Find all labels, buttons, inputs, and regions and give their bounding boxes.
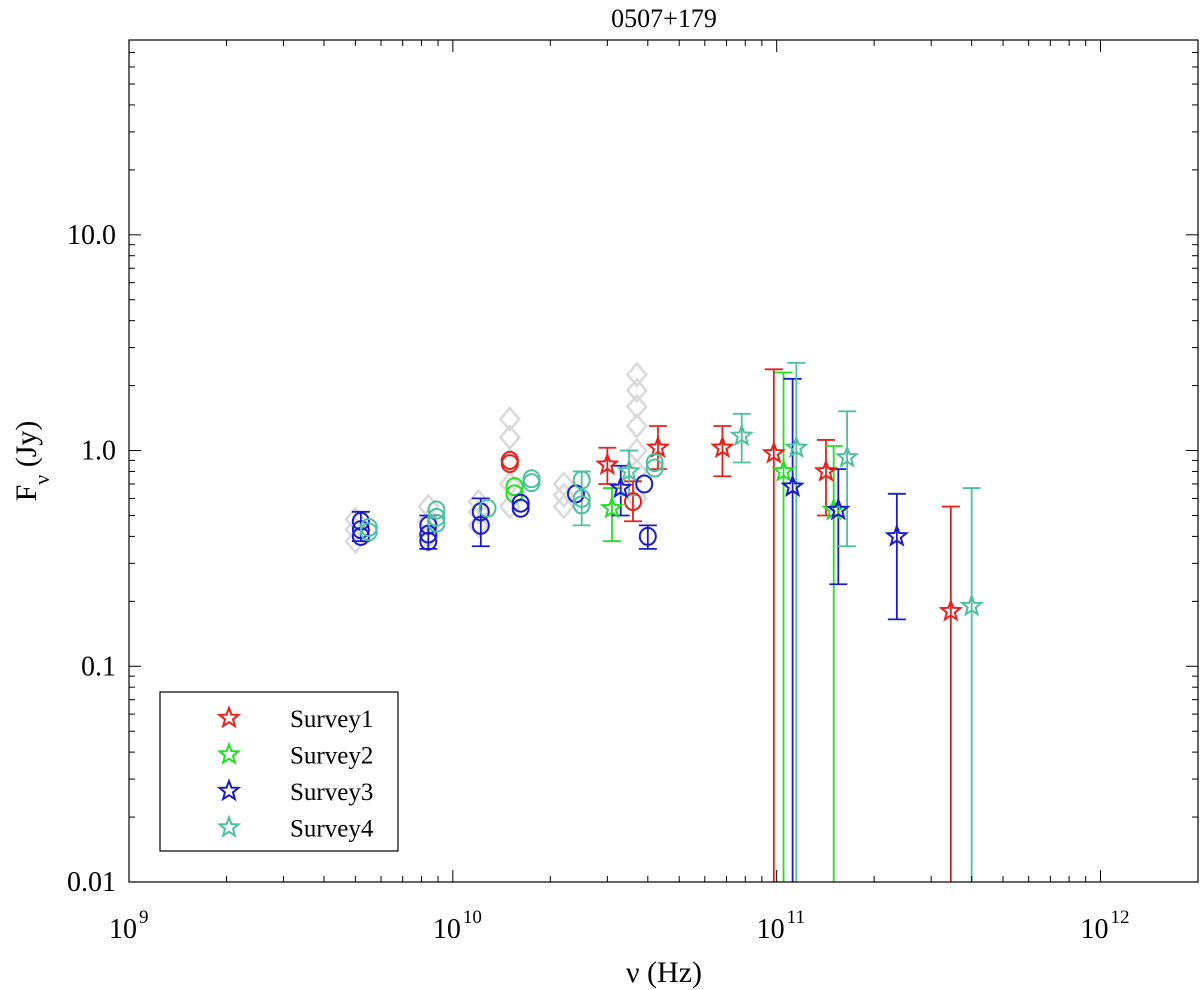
historical-point [552,482,575,509]
data-point-star [729,422,754,447]
data-point-star [761,440,787,464]
historical-point [625,485,648,512]
historical-data-layer [344,361,648,555]
data-point-star [826,497,851,521]
data-point-star [938,598,964,622]
data-point-star [595,451,620,476]
error-bar [824,445,843,882]
error-bar [887,492,906,621]
data-point-star [780,473,805,498]
error-bar [764,368,783,882]
data-point-circle [419,531,438,551]
y-tick-label: 1.0 [81,436,116,467]
data-point-circle [478,498,497,518]
legend-marker [216,814,242,838]
plot-frame [128,39,1199,883]
x-tick-label: 10 [109,914,137,945]
data-point-circle [572,495,591,515]
y-tick-label: 10.0 [67,220,116,251]
x-tick-exponent: 10 [463,907,482,928]
error-bar [941,505,960,882]
error-bar [962,487,981,882]
legend-label: Survey2 [290,743,373,770]
legend-marker [216,778,242,802]
data-point-star [813,458,839,482]
data-point-circle [427,513,446,533]
x-axis-label: ν (Hz) [626,956,702,989]
data-point-star [771,458,796,482]
error-bar [648,425,667,471]
data-point-circle [500,454,519,474]
error-bar [774,371,793,882]
historical-point [552,471,575,497]
legend: Survey1 Survey2 Survey3 Survey4 [159,691,399,852]
data-point-circle [427,500,446,520]
historical-point [552,493,575,520]
legend-marker [216,741,242,765]
error-bar-layer [351,361,981,882]
data-point-star [645,434,671,459]
error-bar [783,377,802,882]
data-point-circle [359,517,378,537]
x-tick-exponent: 11 [787,907,805,928]
legend-marker [216,705,242,729]
legend-label: Survey1 [290,706,373,733]
data-point-circle [511,498,530,518]
marker-layer [351,422,984,622]
error-bar [623,480,642,523]
y-tick-label: 0.1 [81,651,116,682]
historical-point [467,498,490,525]
legend-box [159,691,399,852]
historical-point [498,471,521,497]
data-point-star [599,495,625,519]
x-tick-exponent: 12 [1111,907,1130,928]
chart-title: 0507+179 [611,4,717,33]
data-point-star [784,434,809,459]
data-point-star [834,444,860,468]
error-bar [471,497,490,548]
error-bar [787,361,806,882]
data-point-star [608,475,633,499]
historical-point [625,413,648,439]
x-tick-label: 10 [1081,914,1109,945]
historical-point [498,424,521,451]
data-point-star [959,593,984,617]
historical-point [625,437,648,464]
y-axis-label: Fν (Jy) [10,421,54,502]
x-tick-exponent: 9 [139,907,149,928]
historical-point [625,393,648,420]
historical-point [467,512,490,539]
data-point-circle [638,526,657,546]
x-tick-label: 10 [757,914,785,945]
error-bar [838,410,857,548]
x-tick-label: 10 [433,914,461,945]
historical-point [625,377,648,404]
data-point-star [616,458,642,482]
data-point-circle [572,488,591,508]
data-point-circle [505,477,524,497]
data-point-circle [471,515,490,535]
y-tick-label: 0.01 [67,867,116,898]
data-point-circle [511,493,530,513]
data-point-star [710,434,735,459]
data-point-circle [572,470,591,490]
historical-point [498,406,521,432]
data-point-star [884,523,910,547]
axis-ticks [128,39,1199,883]
data-point-circle [645,453,664,473]
legend-label: Survey4 [290,816,374,843]
error-bar [829,468,848,586]
legend-label: Survey3 [290,779,373,806]
data-point-circle [635,474,654,494]
data-point-circle [522,469,541,489]
data-point-circle [645,458,664,478]
error-bar [732,412,751,464]
data-point-circle [623,492,642,512]
axis-tick-labels: 10 9 10 10 10 11 10 120.010.11.010.0 [67,220,1130,945]
data-point-circle [427,507,446,527]
data-point-circle [351,520,370,540]
historical-point [625,361,648,388]
data-point-circle [522,473,541,493]
